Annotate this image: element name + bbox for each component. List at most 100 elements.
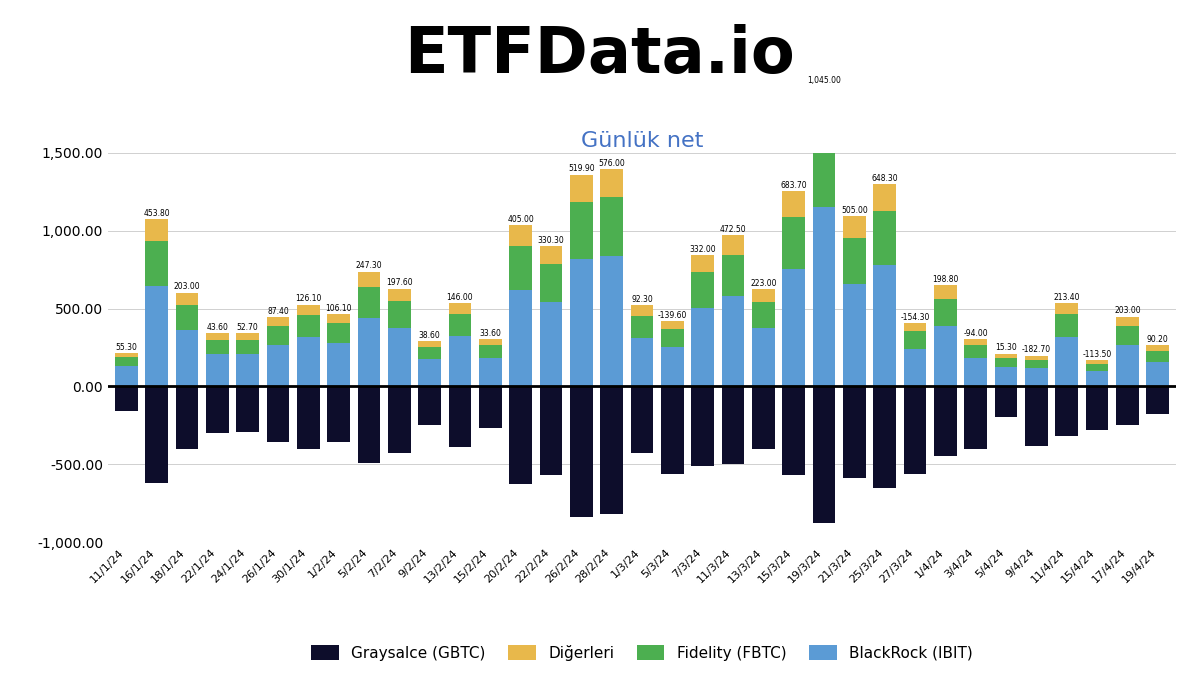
Bar [844,238,865,284]
Bar [691,308,714,386]
Bar [965,338,988,345]
Legend: Graysalce (GBTC), Diğerleri, Fidelity (FBTC), BlackRock (IBIT): Graysalce (GBTC), Diğerleri, Fidelity (F… [305,639,979,667]
Text: -154.30: -154.30 [900,313,930,322]
Bar [296,315,319,337]
Text: 146.00: 146.00 [446,293,473,302]
Bar [934,386,956,457]
Bar [995,358,1018,367]
Bar [631,338,653,386]
Bar [358,318,380,386]
Bar [874,211,896,265]
Bar [206,386,229,433]
Bar [570,259,593,386]
Bar [1146,350,1169,361]
Bar [844,386,865,478]
Text: 505.00: 505.00 [841,206,868,215]
Bar [145,241,168,286]
Bar [145,219,168,241]
Text: 126.10: 126.10 [295,294,322,303]
Bar [721,386,744,464]
Bar [236,386,259,432]
Text: 203.00: 203.00 [1114,306,1141,316]
Bar [721,295,744,386]
Bar [509,290,532,386]
Bar [1146,386,1169,414]
Bar [631,386,653,453]
Bar [358,272,380,286]
Bar [328,314,350,323]
Bar [904,386,926,473]
Bar [570,202,593,259]
Bar [328,323,350,343]
Bar [1116,317,1139,326]
Bar [479,339,502,345]
Bar [752,386,775,449]
Bar [296,386,319,449]
Bar [1116,345,1139,386]
Bar [782,217,805,270]
Text: 197.60: 197.60 [386,279,413,288]
Bar [631,305,653,316]
Bar [419,348,440,359]
Bar [844,216,865,238]
Bar [236,333,259,340]
Bar [782,386,805,475]
Bar [1025,360,1048,368]
Text: 683.70: 683.70 [780,181,808,190]
Bar [661,329,684,347]
Text: 576.00: 576.00 [599,159,625,168]
Bar [995,386,1018,417]
Bar [1086,364,1109,371]
Bar [115,366,138,386]
Bar [328,386,350,443]
Bar [812,386,835,523]
Bar [206,354,229,386]
Bar [812,87,835,126]
Bar [782,191,805,217]
Text: 453.80: 453.80 [143,209,170,218]
Bar [874,265,896,386]
Text: 87.40: 87.40 [268,306,289,316]
Text: 405.00: 405.00 [508,215,534,224]
Bar [661,386,684,473]
Text: 106.10: 106.10 [325,304,352,313]
Bar [691,272,714,308]
Bar [995,367,1018,386]
Text: 1,045.00: 1,045.00 [808,76,841,85]
Bar [479,358,502,386]
Bar [600,386,623,514]
Text: 213.40: 213.40 [1054,293,1080,302]
Bar [388,328,410,386]
Bar [1116,386,1139,425]
Text: 472.50: 472.50 [720,224,746,234]
Bar [1146,345,1169,350]
Text: 38.60: 38.60 [419,332,440,341]
Bar [509,246,532,290]
Bar [236,354,259,386]
Bar [509,225,532,246]
Bar [449,336,472,386]
Text: 92.30: 92.30 [631,295,653,304]
Bar [752,328,775,386]
Bar [115,353,138,357]
Bar [296,337,319,386]
Text: 332.00: 332.00 [689,245,716,254]
Bar [570,174,593,202]
Title: Günlük net: Günlük net [581,131,703,152]
Bar [509,386,532,484]
Bar [1055,314,1078,336]
Bar [296,304,319,315]
Bar [419,341,440,348]
Text: 33.60: 33.60 [479,329,502,338]
Bar [115,386,138,411]
Bar [1116,326,1139,345]
Bar [600,256,623,386]
Bar [934,286,956,299]
Text: 330.30: 330.30 [538,236,564,245]
Bar [1055,386,1078,436]
Bar [995,354,1018,358]
Bar [115,357,138,366]
Text: 55.30: 55.30 [115,343,137,352]
Bar [965,345,988,358]
Bar [145,286,168,386]
